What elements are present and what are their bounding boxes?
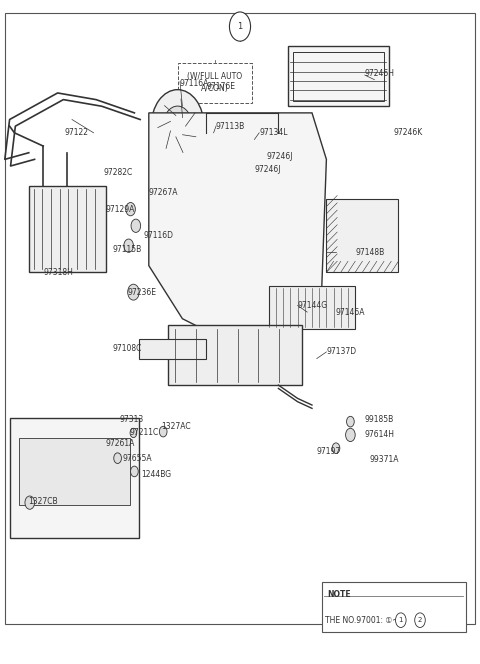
- Text: 2: 2: [418, 617, 422, 623]
- Text: 97148B: 97148B: [355, 248, 384, 257]
- Circle shape: [347, 416, 354, 427]
- Text: 99185B: 99185B: [365, 415, 394, 424]
- Circle shape: [332, 443, 340, 454]
- Circle shape: [130, 428, 137, 438]
- Circle shape: [163, 106, 192, 146]
- Text: 97261A: 97261A: [106, 439, 135, 448]
- Text: 97246J: 97246J: [266, 151, 293, 161]
- Bar: [139, 339, 206, 359]
- Circle shape: [114, 453, 121, 463]
- Text: 97282C: 97282C: [103, 168, 132, 177]
- Bar: [29, 186, 106, 272]
- Bar: [168, 325, 302, 385]
- Bar: [19, 438, 130, 505]
- Text: 97318H: 97318H: [43, 268, 73, 277]
- Text: 97211C: 97211C: [130, 428, 159, 438]
- Text: 97115B: 97115B: [113, 244, 142, 254]
- Text: 97108C: 97108C: [113, 344, 142, 353]
- Text: 99371A: 99371A: [370, 455, 399, 464]
- Text: 1: 1: [398, 617, 403, 623]
- Text: 97614H: 97614H: [365, 430, 395, 440]
- Circle shape: [159, 426, 167, 437]
- Text: (W/FULL AUTO: (W/FULL AUTO: [187, 72, 242, 81]
- Text: 1327AC: 1327AC: [161, 422, 191, 431]
- Polygon shape: [149, 113, 326, 345]
- Text: 97116D: 97116D: [144, 231, 174, 240]
- Text: 97246K: 97246K: [394, 128, 423, 137]
- Circle shape: [229, 12, 251, 41]
- Text: 97176E: 97176E: [206, 82, 235, 91]
- Text: 97655A: 97655A: [122, 454, 152, 463]
- FancyBboxPatch shape: [178, 63, 252, 103]
- Text: 97246J: 97246J: [254, 165, 281, 174]
- Circle shape: [131, 219, 141, 232]
- Text: 97246H: 97246H: [365, 68, 395, 78]
- Text: A/CON): A/CON): [201, 84, 228, 93]
- Text: 97134L: 97134L: [259, 128, 288, 137]
- Text: 97144G: 97144G: [298, 301, 328, 310]
- Bar: [269, 286, 355, 329]
- Text: 97122: 97122: [65, 128, 89, 137]
- Circle shape: [131, 466, 138, 477]
- Bar: [326, 199, 398, 272]
- Text: 97146A: 97146A: [336, 307, 365, 317]
- Text: 97313: 97313: [120, 415, 144, 424]
- Text: NOTE: NOTE: [327, 590, 351, 600]
- Circle shape: [124, 239, 133, 252]
- Text: 97113B: 97113B: [216, 122, 245, 131]
- Text: THE NO.97001: ①~②: THE NO.97001: ①~②: [325, 616, 406, 625]
- Bar: [293, 52, 384, 101]
- Text: 97129A: 97129A: [106, 205, 135, 214]
- Text: 97116A: 97116A: [180, 78, 209, 88]
- Text: 97267A: 97267A: [149, 188, 178, 197]
- Text: 1244BG: 1244BG: [142, 470, 172, 479]
- Circle shape: [151, 90, 204, 163]
- Circle shape: [346, 428, 355, 442]
- Text: 1327CB: 1327CB: [28, 497, 58, 506]
- Circle shape: [128, 284, 139, 300]
- Bar: [10, 418, 139, 538]
- Circle shape: [126, 203, 135, 216]
- Text: 97197: 97197: [317, 447, 341, 456]
- Text: 97137D: 97137D: [326, 347, 357, 357]
- Text: 1: 1: [238, 22, 242, 31]
- Text: 97236E: 97236E: [127, 288, 156, 297]
- Circle shape: [25, 496, 35, 509]
- Circle shape: [396, 613, 406, 627]
- Bar: [322, 582, 466, 632]
- Circle shape: [415, 613, 425, 627]
- Bar: [288, 46, 389, 106]
